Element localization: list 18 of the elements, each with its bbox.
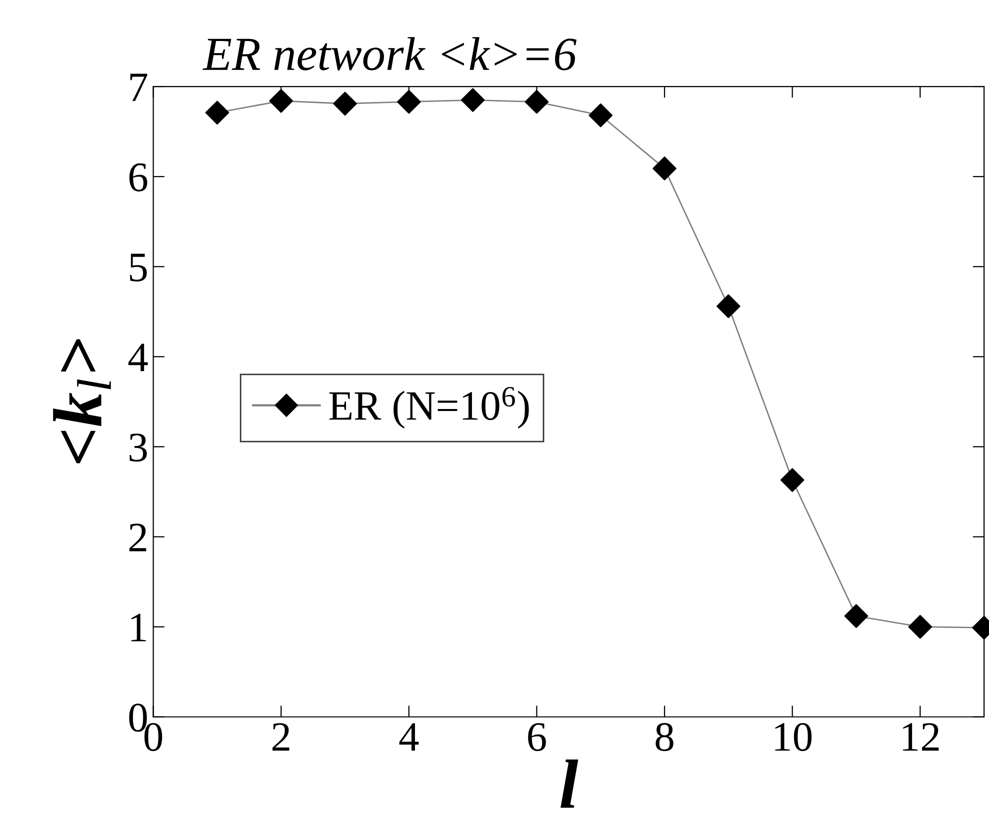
chart-title: ER network <k>=6 [202,37,577,70]
y-tick-label: 5 [130,254,147,282]
x-tick-label: 8 [656,722,674,752]
x-tick-label: 10 [775,722,812,752]
x-tick-label: 2 [272,723,290,751]
x-tick-label: 6 [528,723,546,752]
y-tick-label: 1 [131,614,146,642]
y-tick-label: 6 [129,163,148,192]
x-axis-title: l [560,760,578,808]
x-tick-label: 12 [902,723,939,751]
legend-label: ER (N=10$^{6}$) [329,386,529,429]
y-tick-label: 7 [130,74,148,101]
y-tick-label: 3 [130,434,147,462]
y-axis-title: <k$_{l}$> [53,339,111,464]
y-tick-label: 4 [128,344,148,372]
y-tick-label: 2 [129,524,146,552]
y-tick-label: 0 [129,704,147,732]
x-tick-label: 4 [399,723,419,751]
